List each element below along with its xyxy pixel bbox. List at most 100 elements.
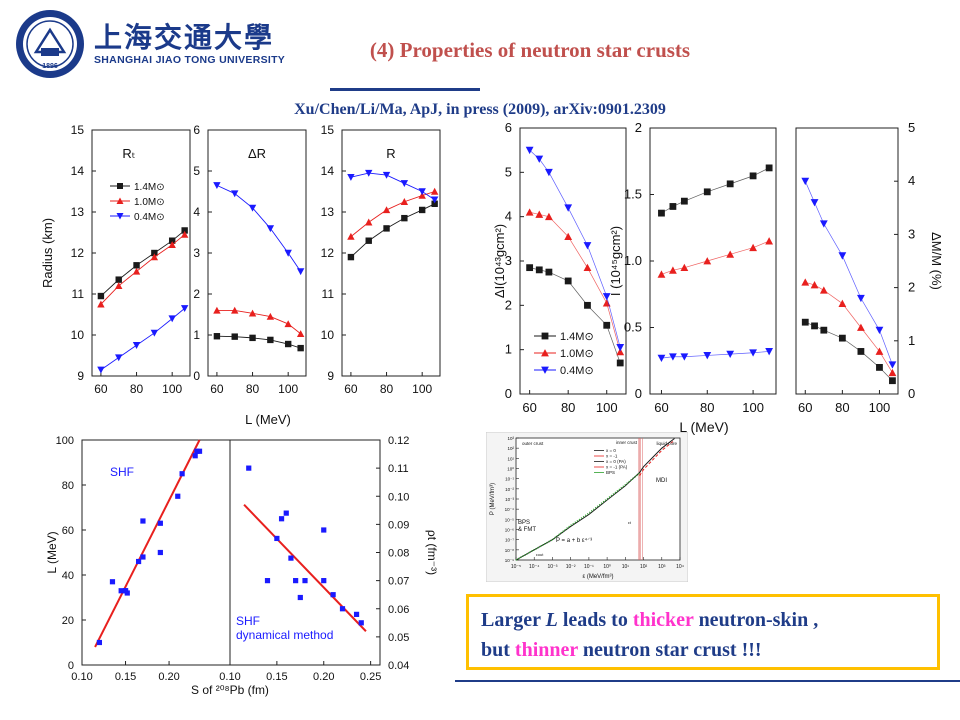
- series-line: [515, 438, 675, 561]
- data-point: [749, 349, 757, 357]
- legend-label: 1.0M⊙: [560, 348, 594, 360]
- data-point: [616, 347, 625, 356]
- data-point: [545, 212, 553, 221]
- data-point: [801, 318, 809, 326]
- data-point: [876, 364, 883, 371]
- data-point: [383, 225, 390, 232]
- data-point: [680, 197, 688, 205]
- data-point: [657, 270, 666, 278]
- y-tick-label: 10⁰: [507, 467, 514, 472]
- annotation: P = a + b ε⁴⸍³: [556, 537, 592, 544]
- data-point: [365, 218, 373, 226]
- data-point: [358, 620, 364, 626]
- legend-marker: [541, 332, 549, 340]
- data-point: [192, 453, 198, 459]
- data-point: [330, 592, 336, 598]
- x-tick-label: 0.15: [115, 671, 136, 683]
- data-point: [213, 306, 221, 314]
- x-axis-label: L (MeV): [245, 412, 291, 427]
- y-tick-label: 10⁻²: [505, 487, 514, 492]
- data-point: [583, 242, 592, 250]
- y-tick-label: 2: [908, 280, 915, 295]
- data-point: [525, 208, 534, 216]
- legend-marker: [117, 183, 123, 189]
- annotation: εt: [628, 520, 632, 525]
- legend-label: x = -1: [606, 454, 618, 459]
- x-tick-label: 0.10: [71, 671, 92, 683]
- legend-marker: [116, 213, 124, 220]
- data-point: [249, 334, 256, 342]
- y-tick-label: 40: [62, 570, 74, 582]
- data-point: [109, 579, 116, 585]
- eos-chart: 10⁻⁵ 10⁻⁴ 10⁻³ 10⁻² 10⁻¹ 10⁰ 10¹ 10² 10³ 10⁴10⁻⁹1…: [486, 432, 688, 582]
- y-tick-label: 0: [908, 386, 915, 401]
- data-point: [321, 578, 327, 584]
- series-line: [515, 472, 641, 561]
- citation: Xu/Chen/Li/Ma, ApJ, in press (2009), arX…: [294, 101, 666, 118]
- x-tick-label: 10⁰: [603, 564, 611, 570]
- legend-label: x = 0: [606, 448, 616, 453]
- data-point: [267, 336, 274, 344]
- annotation: liquid core: [656, 441, 677, 446]
- x-tick-label: 100: [596, 400, 618, 415]
- series-line: [639, 439, 675, 476]
- data-point: [401, 214, 408, 222]
- data-point: [297, 344, 304, 352]
- y-tick-label: 3: [505, 253, 512, 268]
- legend-label: BPS: [606, 470, 615, 475]
- data-point: [400, 198, 409, 205]
- legend-label: 0.4M⊙: [560, 365, 594, 377]
- y-tick-label: 10⁻⁹: [505, 558, 514, 563]
- data-point: [347, 173, 355, 181]
- annotation: εout: [536, 552, 544, 557]
- y-tick-label: 9: [77, 369, 84, 383]
- x-tick-label: 80: [700, 400, 714, 415]
- x-tick-label: 100: [162, 382, 182, 396]
- data-point: [150, 329, 159, 337]
- data-point: [213, 182, 221, 190]
- data-point: [231, 333, 238, 340]
- data-point: [213, 333, 221, 340]
- data-point: [726, 180, 734, 188]
- data-point: [248, 309, 257, 317]
- annotation: & FMT: [518, 527, 536, 533]
- panel-frame: [649, 127, 777, 395]
- x-axis-label: ε (MeV/fm³): [582, 574, 613, 580]
- data-point: [838, 252, 847, 260]
- y-tick-label: 0: [505, 386, 512, 401]
- x-tick-label: 10⁻³: [548, 564, 558, 570]
- data-point: [157, 549, 163, 556]
- data-point: [888, 368, 897, 377]
- sjtu-logo: 1896: [16, 10, 84, 78]
- y-tick-label: 2: [193, 287, 200, 301]
- data-point: [293, 578, 299, 584]
- y-tick-label: 0.04: [388, 660, 409, 672]
- y-tick-label: 12: [71, 246, 85, 260]
- data-point: [97, 300, 105, 308]
- data-point: [132, 342, 141, 349]
- footer-rule: [455, 680, 960, 682]
- x-tick-label: 0.10: [219, 671, 240, 683]
- y-tick-label: 4: [908, 173, 915, 188]
- x-tick-label: 10⁻⁵: [511, 564, 521, 570]
- data-point: [266, 225, 275, 233]
- data-point: [583, 263, 592, 272]
- data-point: [801, 177, 810, 186]
- data-point: [248, 204, 257, 212]
- y-axis-label: P (MeV/fm³): [490, 483, 496, 515]
- data-point: [246, 465, 252, 471]
- y-tick-label: 0: [635, 386, 642, 401]
- x-tick-label: 60: [94, 382, 108, 396]
- data-point: [140, 518, 146, 524]
- data-point: [418, 191, 426, 199]
- data-point: [875, 326, 884, 335]
- data-point: [284, 340, 292, 348]
- data-point: [545, 268, 553, 276]
- data-point: [365, 169, 373, 177]
- panel-frame: [91, 129, 191, 377]
- legend-label: 0.4M⊙: [134, 212, 165, 223]
- data-point: [382, 206, 391, 214]
- data-point: [603, 321, 611, 329]
- data-point: [133, 262, 140, 269]
- title-underline: [330, 88, 480, 91]
